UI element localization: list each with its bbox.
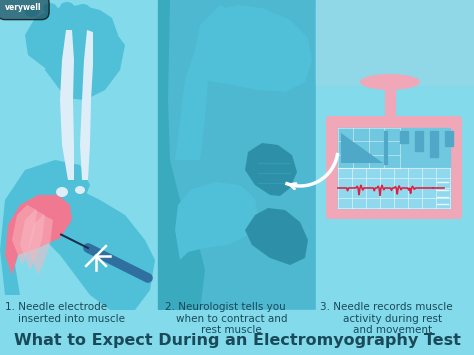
Text: 2. Neurologist tells you
    when to contract and
    rest muscle: 2. Neurologist tells you when to contrac…: [163, 302, 288, 335]
Text: 3. Needle records muscle
    activity during rest
    and movement: 3. Needle records muscle activity during…: [320, 302, 453, 335]
Polygon shape: [158, 0, 205, 310]
Ellipse shape: [56, 187, 68, 197]
Polygon shape: [80, 30, 93, 180]
Polygon shape: [195, 5, 312, 92]
Bar: [400, 131, 408, 143]
Ellipse shape: [43, 3, 57, 13]
Bar: [415, 131, 423, 151]
Text: What to Expect During an Electromyography Test: What to Expect During an Electromyograph…: [14, 333, 460, 348]
Polygon shape: [25, 5, 118, 72]
Polygon shape: [35, 190, 155, 310]
Polygon shape: [5, 195, 72, 275]
Polygon shape: [45, 20, 125, 100]
Bar: [429, 131, 438, 157]
Bar: [316, 0, 474, 85]
Ellipse shape: [25, 5, 39, 17]
Bar: [445, 131, 453, 146]
Ellipse shape: [60, 2, 74, 12]
Bar: [338, 128, 450, 208]
Bar: [316, 0, 474, 310]
Ellipse shape: [75, 186, 85, 194]
Bar: [338, 168, 450, 208]
Ellipse shape: [48, 184, 76, 206]
Polygon shape: [245, 143, 297, 196]
Ellipse shape: [76, 4, 90, 14]
Text: 1. Needle electrode
    inserted into muscle: 1. Needle electrode inserted into muscle: [5, 302, 125, 324]
FancyBboxPatch shape: [326, 116, 462, 219]
Polygon shape: [28, 215, 53, 275]
Polygon shape: [175, 5, 225, 160]
Polygon shape: [0, 160, 90, 295]
Polygon shape: [60, 30, 74, 180]
Polygon shape: [245, 208, 308, 265]
Bar: [0, 310, 474, 355]
Text: verywell: verywell: [5, 3, 42, 12]
Polygon shape: [20, 210, 45, 270]
Bar: [158, 0, 316, 310]
Polygon shape: [341, 133, 383, 163]
Ellipse shape: [360, 74, 420, 90]
Polygon shape: [175, 182, 258, 260]
Bar: [0, 0, 158, 310]
Polygon shape: [12, 205, 37, 265]
